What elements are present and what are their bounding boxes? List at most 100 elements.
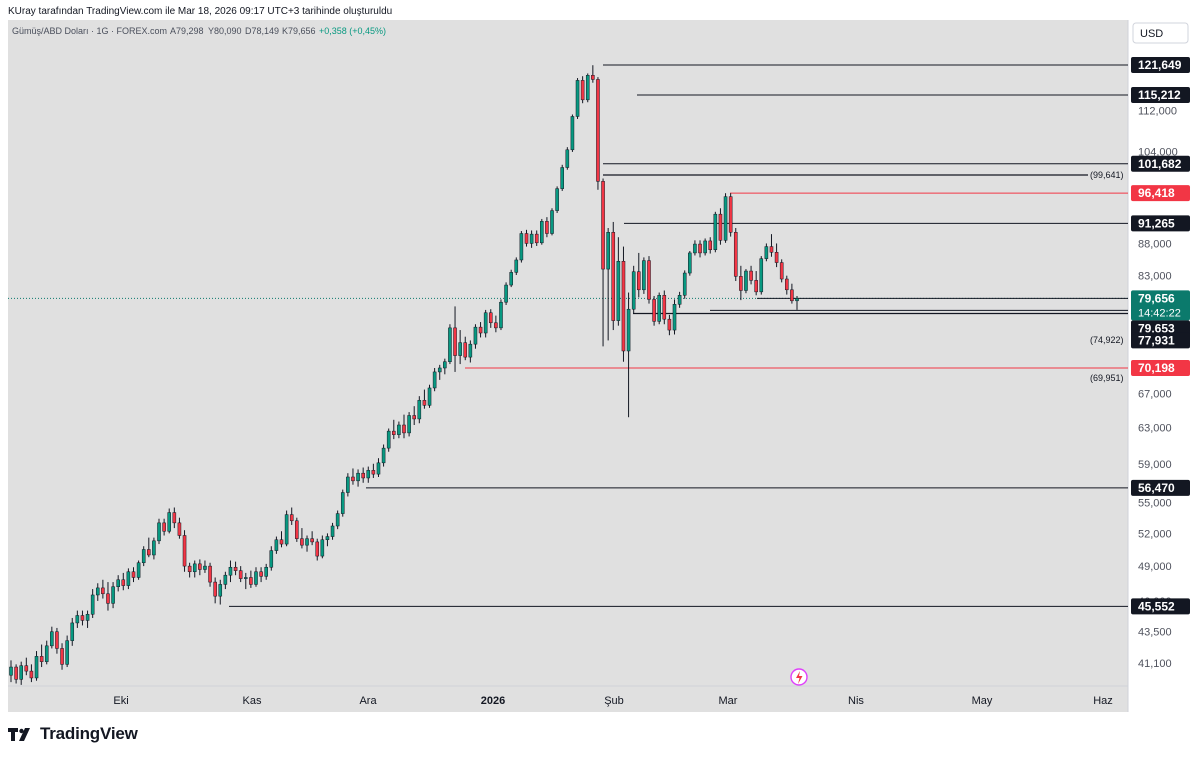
candle-body bbox=[407, 415, 411, 434]
candle-body bbox=[483, 312, 488, 334]
price-badge bbox=[1131, 598, 1190, 615]
candle-body bbox=[560, 167, 565, 189]
candle-body bbox=[514, 259, 519, 273]
chart-pane-background bbox=[8, 20, 1128, 712]
candle-body bbox=[116, 579, 120, 587]
price-badge-label: 79,656 bbox=[1138, 291, 1175, 305]
candle-body bbox=[677, 295, 682, 305]
candle-body bbox=[473, 326, 478, 345]
candle-body bbox=[192, 563, 197, 573]
candle-body bbox=[147, 549, 151, 556]
candle-body bbox=[162, 522, 166, 532]
candle-body bbox=[249, 577, 253, 585]
candle-body bbox=[519, 233, 524, 261]
candle-body bbox=[693, 243, 697, 254]
tradingview-logo-icon bbox=[8, 728, 30, 741]
candle-body bbox=[432, 371, 437, 389]
y-tick-label: 112,000 bbox=[1138, 106, 1177, 118]
candle-body bbox=[672, 304, 677, 331]
price-badge bbox=[1131, 86, 1190, 103]
candle-body bbox=[9, 666, 13, 676]
x-tick-label: May bbox=[972, 695, 993, 707]
tradingview-brand: TradingView bbox=[40, 724, 138, 743]
candle-body bbox=[106, 593, 110, 604]
candle-body bbox=[70, 622, 75, 641]
candle-body bbox=[795, 298, 799, 302]
candle-body bbox=[34, 656, 39, 679]
candle-body bbox=[585, 75, 590, 101]
candle-body bbox=[392, 430, 396, 435]
candle-body bbox=[366, 470, 371, 479]
price-axis-ticks: 112,000104,00088,00083,00074,00067,00063… bbox=[1138, 106, 1178, 670]
candle-body bbox=[463, 342, 468, 358]
level-annotation: (74,922) bbox=[1090, 335, 1124, 345]
y-tick-label: 41,100 bbox=[1138, 658, 1172, 670]
price-badges: 121,649 115,212 101,682 96,418 91,265 79,656 1… bbox=[1131, 57, 1190, 615]
candle-body bbox=[65, 640, 69, 665]
price-badge bbox=[1131, 359, 1190, 376]
candle-body bbox=[279, 539, 284, 545]
candle-body bbox=[269, 550, 274, 568]
candle-body bbox=[667, 318, 672, 331]
candle-body bbox=[157, 522, 161, 542]
price-badge bbox=[1131, 57, 1190, 73]
candle-body bbox=[177, 522, 182, 536]
candle-body bbox=[320, 539, 325, 557]
candle-body bbox=[238, 570, 243, 579]
candle-body bbox=[427, 387, 432, 406]
y-tick-label: 104,000 bbox=[1138, 146, 1178, 158]
y-tick-label: 55,000 bbox=[1138, 497, 1172, 509]
footer-logo: TradingView bbox=[8, 724, 138, 744]
candle-body bbox=[744, 270, 748, 291]
candle-body bbox=[728, 196, 733, 233]
candle-body bbox=[468, 343, 473, 358]
candle-body bbox=[310, 538, 314, 543]
candle-body bbox=[101, 587, 105, 595]
price-badge-label: 121,649 bbox=[1138, 58, 1182, 72]
candle-body bbox=[346, 476, 350, 493]
candle-body bbox=[228, 566, 233, 576]
candle-body bbox=[295, 520, 299, 539]
candle-body bbox=[488, 312, 493, 324]
candle-body bbox=[769, 246, 774, 253]
currency-selector[interactable]: USD bbox=[1132, 22, 1189, 44]
candle-body bbox=[60, 648, 64, 665]
candle-body bbox=[703, 240, 707, 254]
legend-change: +0,358 (+0,45%) bbox=[319, 26, 386, 36]
candle-body bbox=[274, 539, 279, 551]
candle-body bbox=[529, 233, 534, 244]
price-badge-label: 115,212 bbox=[1138, 88, 1181, 102]
candle-body bbox=[509, 272, 513, 286]
candle-body bbox=[412, 415, 416, 420]
candle-body bbox=[478, 326, 483, 334]
candle-body bbox=[565, 149, 570, 168]
x-tick-label: Nis bbox=[848, 695, 864, 707]
level-annotation: (69,951) bbox=[1090, 373, 1124, 383]
candle-body bbox=[555, 188, 559, 211]
candle-body bbox=[39, 656, 44, 662]
candle-body bbox=[376, 462, 381, 475]
candle-body bbox=[682, 272, 687, 296]
legend-low: D78,149 bbox=[245, 26, 279, 36]
candle-body bbox=[545, 221, 549, 234]
candle-body bbox=[733, 232, 738, 277]
candle-body bbox=[723, 196, 728, 241]
time-axis-ticks: Eki Kas Ara 2026 Şub Mar Nis May Haz bbox=[113, 695, 1112, 707]
candle-body bbox=[284, 514, 289, 545]
candle-body bbox=[335, 513, 340, 527]
candle-body bbox=[315, 541, 320, 557]
candle-body bbox=[264, 566, 268, 577]
candle-body bbox=[386, 430, 391, 449]
price-badge-label: 101,682 bbox=[1138, 157, 1182, 171]
price-badge bbox=[1131, 479, 1190, 496]
candle-body bbox=[187, 565, 192, 573]
candle-body bbox=[524, 233, 529, 244]
candle-body bbox=[657, 295, 661, 322]
candle-body bbox=[708, 240, 713, 250]
candle-body bbox=[325, 536, 330, 541]
chart-caption: KUray tarafından TradingView.com ile Mar… bbox=[8, 6, 393, 17]
event-icon[interactable] bbox=[790, 668, 808, 686]
candle-body bbox=[172, 512, 177, 524]
candle-body bbox=[182, 535, 187, 567]
